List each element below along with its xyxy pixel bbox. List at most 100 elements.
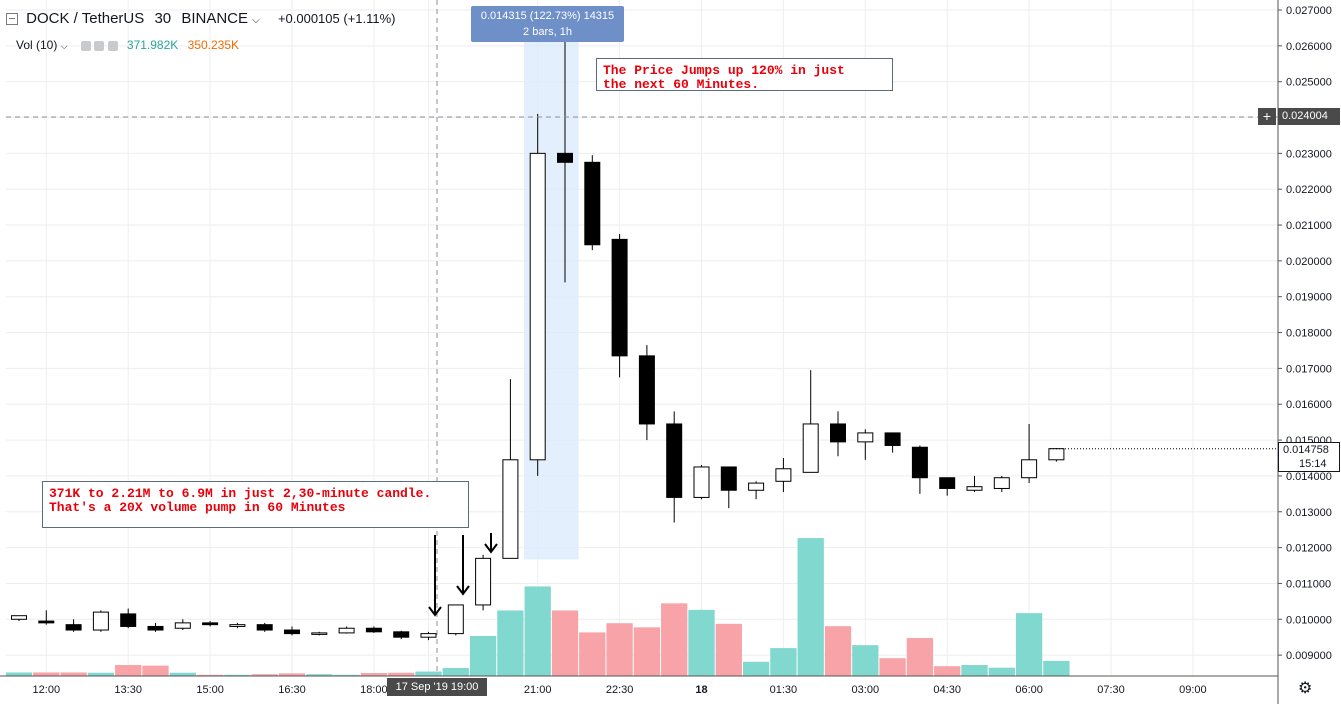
candle-body — [92, 611, 109, 631]
volume-bar — [524, 586, 551, 676]
interval-label[interactable]: 30 — [154, 10, 172, 27]
volume-bar — [1043, 660, 1070, 676]
measure-tooltip-line2: 2 bars, 1h — [523, 26, 572, 38]
candle — [557, 31, 573, 283]
volume-bar — [606, 623, 633, 676]
volume-bar — [988, 667, 1015, 676]
volume-bar — [142, 665, 169, 676]
candle-body — [830, 423, 846, 443]
candle-body — [1021, 459, 1038, 479]
crosshair-time-label: 17 Sep '19 19:00 — [387, 678, 487, 696]
arrow-head-icon — [484, 543, 498, 554]
symbol-label[interactable]: DOCK / TetherUS — [26, 10, 145, 27]
volume-bar — [224, 674, 251, 676]
volume-legend: Vol (10) ⌵ 371.982K 350.235K — [16, 38, 239, 52]
candle-body — [11, 615, 27, 620]
candle-body — [611, 238, 628, 357]
volume-bar — [551, 610, 579, 676]
chevron-down-icon[interactable]: ⌵ — [252, 15, 260, 26]
price-jump-note[interactable]: The Price Jumps up 120% in just the next… — [596, 58, 893, 92]
price-tick-label: 0.023000 — [1286, 148, 1332, 160]
candle-body — [748, 482, 765, 491]
time-tick-label: 12:00 — [33, 684, 61, 696]
volume-bar — [415, 671, 442, 676]
volume-bar — [906, 638, 934, 676]
crosshair-price-label: 0.024004 — [1278, 108, 1340, 125]
candle — [120, 608, 137, 629]
eye-icon[interactable] — [80, 40, 91, 51]
time-tick-label: 18:00 — [360, 684, 388, 696]
candle — [65, 619, 82, 632]
volume-pump-note[interactable]: 371K to 2.21M to 6.9M in just 2,30-minut… — [42, 481, 469, 528]
chevron-down-icon[interactable]: ⌵ — [60, 41, 68, 51]
candle-body — [529, 152, 546, 461]
price-tick-label: 0.010000 — [1286, 614, 1332, 626]
candle-body — [120, 613, 137, 627]
price-tick-label: 0.014000 — [1286, 471, 1332, 483]
add-alert-icon[interactable]: + — [1258, 108, 1276, 125]
volume-bar — [961, 665, 988, 676]
candle-body — [365, 627, 382, 633]
price-tick-label: 0.022000 — [1286, 184, 1332, 196]
gear-icon[interactable] — [94, 40, 105, 51]
price-tick-label: 0.012000 — [1286, 543, 1332, 555]
price-tick-label: 0.020000 — [1286, 256, 1332, 268]
volume-bar — [934, 666, 961, 676]
volume-bar — [360, 673, 388, 676]
grid-lines — [6, 0, 1278, 676]
measure-tooltip: 0.014315 (122.73%) 14315 2 bars, 1h — [471, 6, 624, 42]
gear-icon[interactable]: ⚙ — [1298, 680, 1313, 697]
volume-bar — [715, 623, 742, 676]
time-tick-label: 15:00 — [196, 684, 224, 696]
time-tick-label: 07:30 — [1097, 684, 1125, 696]
price-tick-label: 0.011000 — [1286, 578, 1331, 590]
candle — [911, 445, 928, 494]
volume-bar — [579, 632, 606, 676]
exchange-label[interactable]: BINANCE — [181, 10, 248, 27]
price-change-label: +0.000105 (+1.11%) — [277, 11, 396, 26]
volume-bar — [251, 674, 278, 676]
volume-indicator-label[interactable]: Vol (10) — [16, 38, 58, 52]
candle-body — [993, 477, 1010, 489]
time-tick-label: 03:00 — [852, 684, 880, 696]
annotation-arrows — [428, 533, 498, 617]
time-tick-label: 21:00 — [524, 684, 552, 696]
close-icon[interactable] — [107, 40, 118, 51]
candle-body — [911, 446, 928, 479]
candle-body — [884, 432, 901, 446]
candle-body — [584, 161, 601, 246]
candle — [420, 631, 437, 641]
volume-bar — [87, 672, 115, 676]
candle — [393, 630, 410, 639]
time-tick-label: 01:30 — [770, 684, 798, 696]
volume-bar — [797, 538, 824, 676]
measure-tooltip-line1: 0.014315 (122.73%) 14315 — [480, 10, 615, 22]
candle — [202, 621, 219, 627]
candle — [939, 477, 956, 496]
candle-body — [38, 620, 55, 624]
collapse-icon[interactable] — [6, 13, 18, 26]
price-tick-label: 0.016000 — [1286, 399, 1332, 411]
arrow-head-icon — [456, 585, 470, 596]
volume-bar — [278, 673, 306, 676]
volume-bar — [824, 626, 852, 676]
price-tick-label: 0.018000 — [1286, 328, 1332, 340]
candle — [611, 234, 628, 378]
candle — [38, 610, 55, 625]
candle — [1048, 447, 1065, 462]
candle-body — [420, 633, 437, 638]
volume-value-down: 350.235K — [187, 38, 240, 52]
candle-body — [174, 622, 191, 629]
volume-bar — [333, 674, 360, 676]
candle-body — [65, 624, 82, 631]
candle-body — [557, 152, 573, 163]
volume-bar — [442, 667, 469, 676]
candle — [311, 631, 328, 636]
candle-body — [638, 355, 655, 425]
candles — [11, 31, 1065, 641]
candle-body — [202, 622, 219, 626]
candle — [966, 475, 983, 493]
candle — [720, 466, 737, 509]
